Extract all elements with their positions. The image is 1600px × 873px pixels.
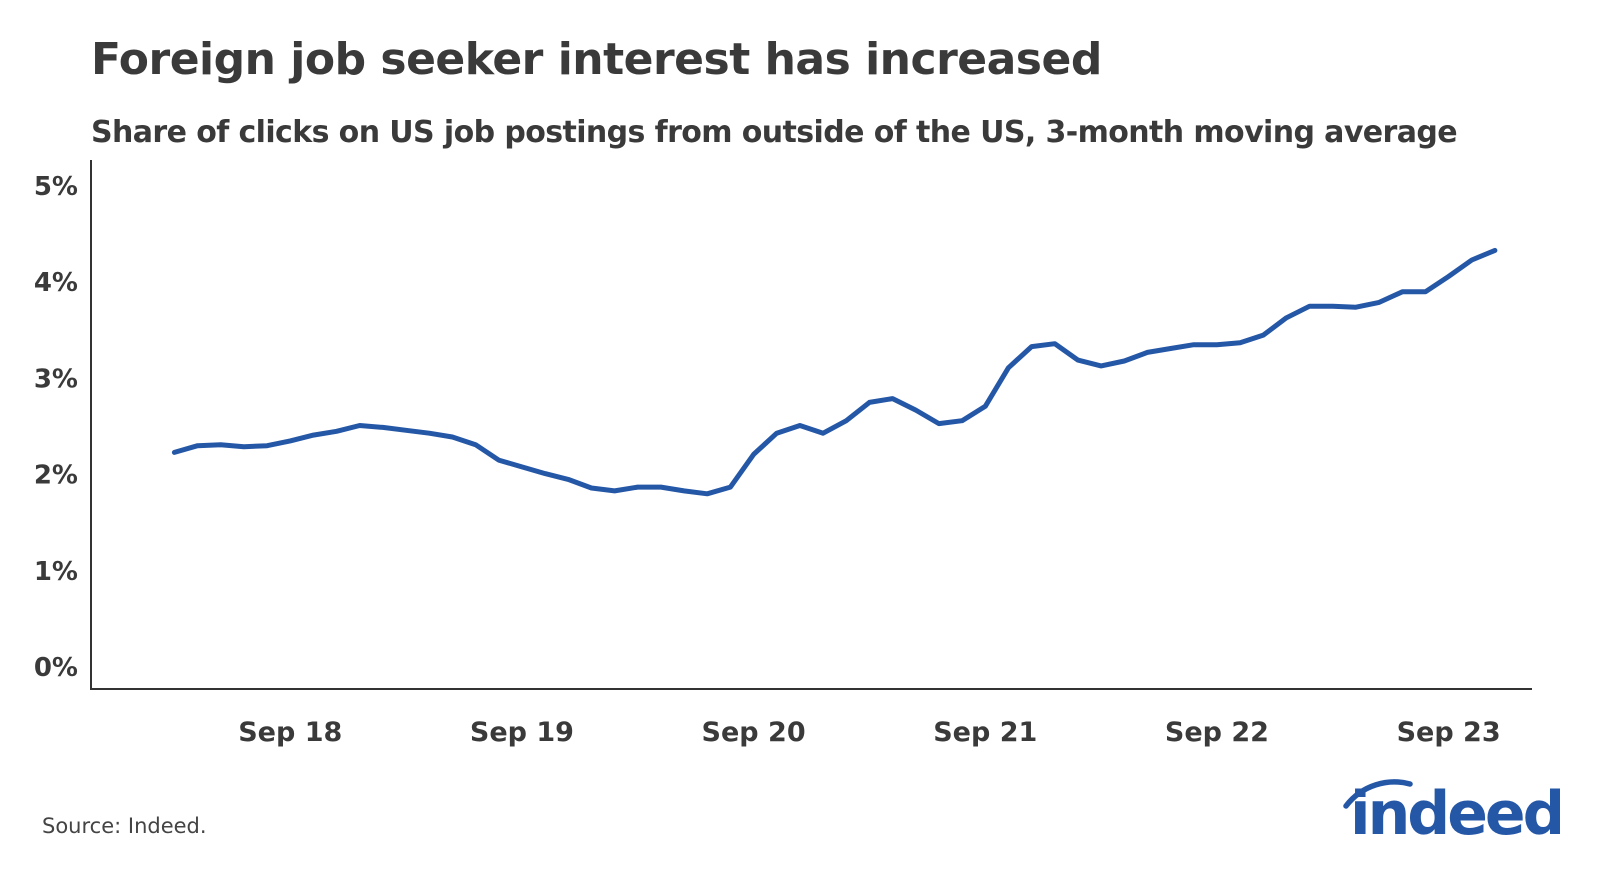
source-note: Source: Indeed. [42, 814, 207, 838]
x-axis-ticks: Sep 18 Sep 19 Sep 20 Sep 21 Sep 22 Sep 23 [238, 717, 1500, 748]
x-tick-label: Sep 18 [238, 717, 342, 748]
y-tick-label: 0% [34, 653, 78, 683]
y-tick-label: 3% [34, 364, 78, 394]
y-tick-label: 5% [34, 172, 78, 202]
y-tick-label: 2% [34, 461, 78, 491]
indeed-logo-icon[interactable]: indeed [1340, 776, 1560, 856]
x-tick-label: Sep 20 [702, 717, 806, 748]
x-tick-label: Sep 23 [1397, 717, 1501, 748]
y-axis-ticks: 0% 1% 2% 3% 4% 5% [34, 172, 78, 683]
x-tick-label: Sep 19 [470, 717, 574, 748]
logo-arc [1343, 779, 1413, 809]
logo-wordmark: indeed [1350, 779, 1560, 849]
chart-subtitle: Share of clicks on US job postings from … [91, 115, 1458, 150]
chart-title: Foreign job seeker interest has increase… [91, 34, 1102, 85]
series-layer [171, 247, 1498, 497]
y-tick-label: 1% [34, 557, 78, 587]
x-tick-label: Sep 21 [933, 717, 1037, 748]
x-tick-label: Sep 22 [1165, 717, 1269, 748]
y-tick-label: 4% [34, 268, 78, 298]
series-line [171, 247, 1498, 497]
